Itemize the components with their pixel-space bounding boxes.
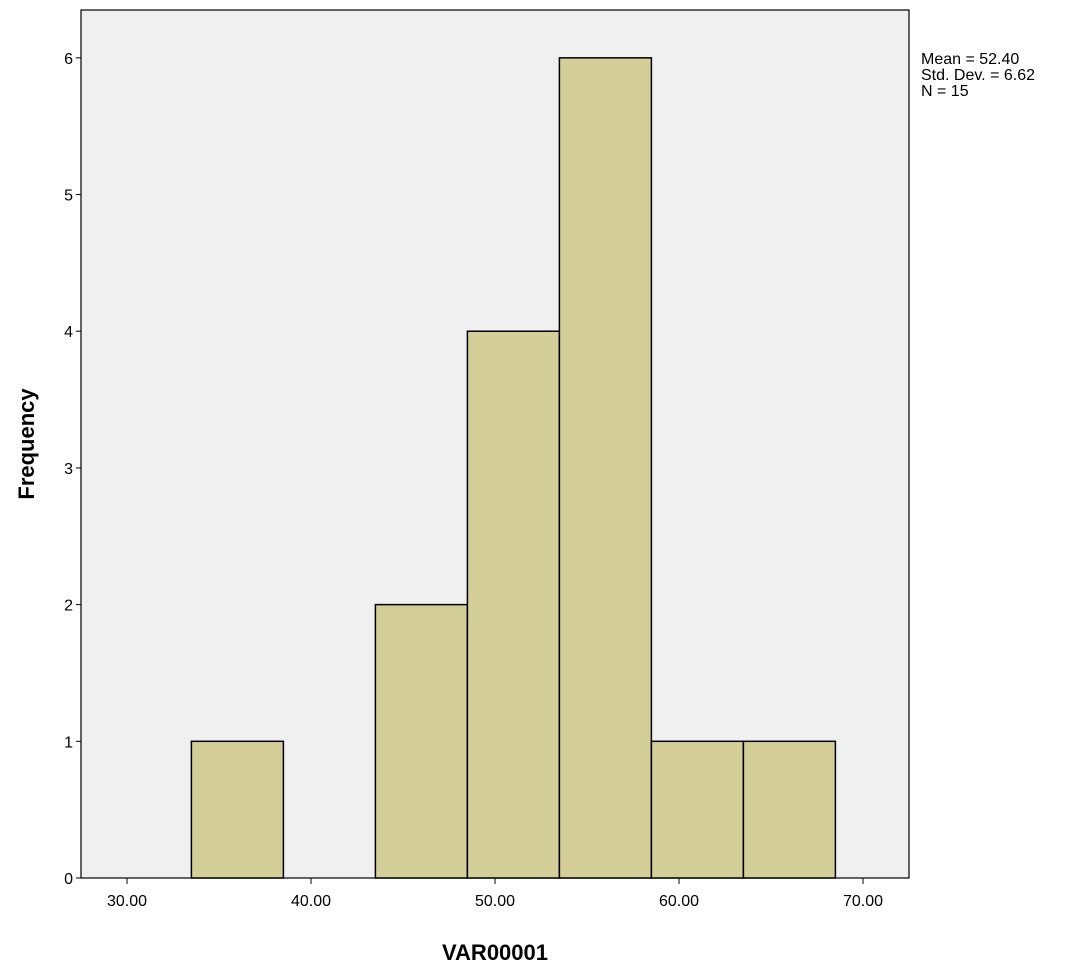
stat-n: N = 15 [921, 83, 969, 100]
x-tick-label-3: 60.00 [659, 893, 699, 910]
x-tick-label-1: 40.00 [291, 893, 331, 910]
histogram-bars [190, 57, 837, 879]
y-axis-title: Frequency [14, 388, 39, 500]
histogram-bar-2 [374, 603, 469, 879]
histogram-bar-5 [650, 740, 745, 879]
x-tick-label-2: 50.00 [475, 893, 515, 910]
y-tick-label-0: 0 [64, 871, 73, 888]
stat-std-dev: Std. Dev. = 6.62 [921, 67, 1035, 84]
y-tick-label-1: 1 [64, 734, 73, 751]
x-axis: 30.00 40.00 50.00 60.00 70.00 [107, 878, 883, 910]
x-tick-label-0: 30.00 [107, 893, 147, 910]
y-tick-label-2: 2 [64, 598, 73, 615]
histogram-bar-3 [466, 330, 561, 879]
histogram-bar-0 [190, 740, 285, 879]
y-tick-label-6: 6 [64, 51, 73, 68]
x-axis-title: VAR00001 [442, 940, 548, 965]
y-tick-label-5: 5 [64, 188, 73, 205]
y-tick-label-4: 4 [64, 324, 73, 341]
y-tick-label-3: 3 [64, 461, 73, 478]
x-tick-label-4: 70.00 [843, 893, 883, 910]
histogram-bar-6 [742, 740, 837, 879]
stat-mean: Mean = 52.40 [921, 51, 1020, 68]
y-axis: 0 1 2 3 4 5 6 [64, 51, 81, 888]
stats-legend: Mean = 52.40 Std. Dev. = 6.62 N = 15 [921, 52, 1035, 100]
histogram-bar-4 [558, 57, 653, 879]
